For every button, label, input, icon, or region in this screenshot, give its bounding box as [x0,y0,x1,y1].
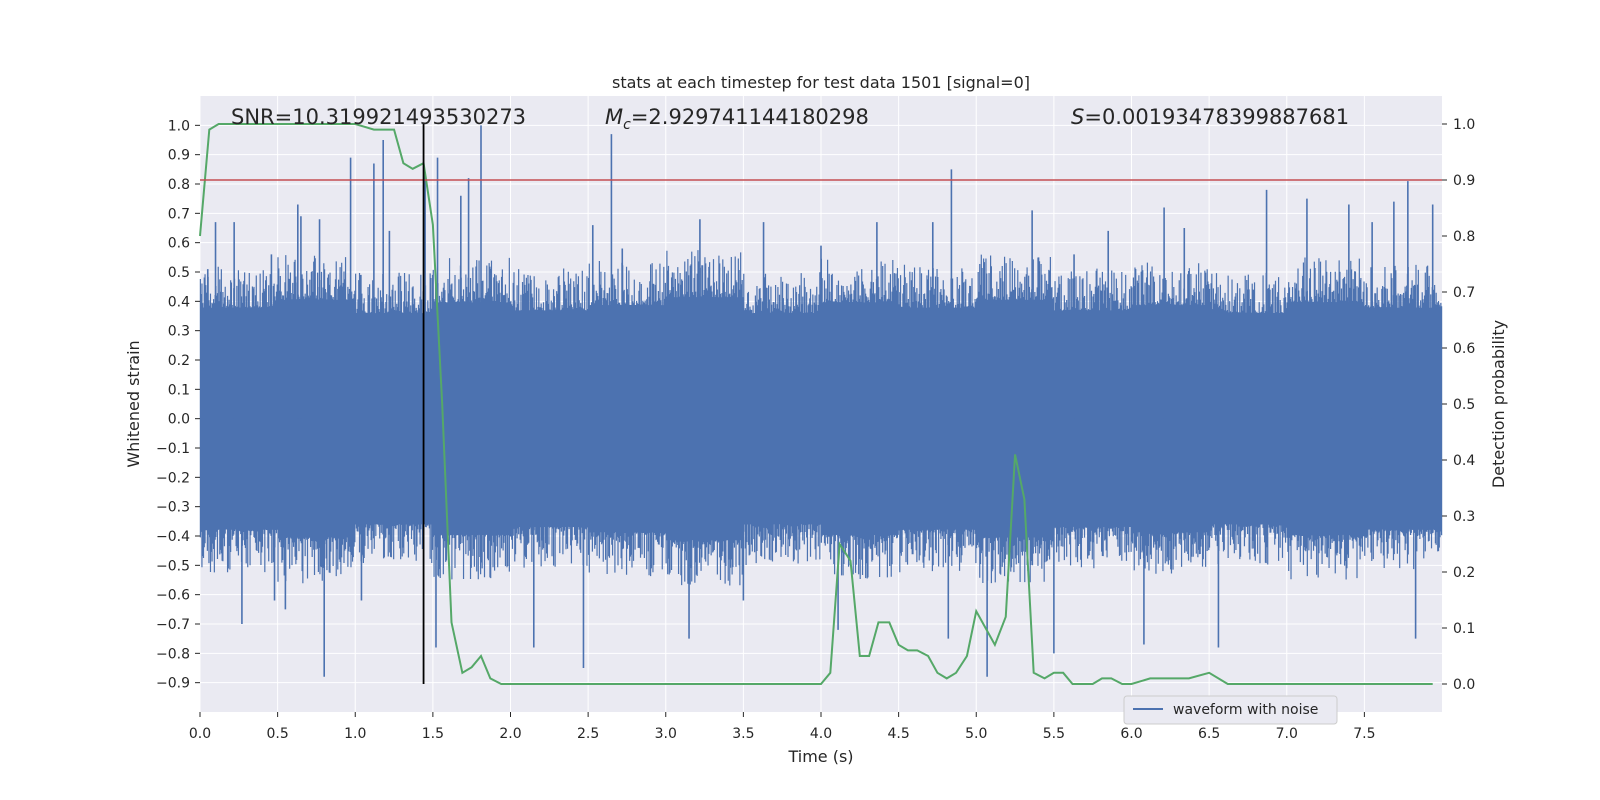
waveform-band [199,250,1443,586]
chirp-mass-value: =2.929741144180298 [631,105,869,129]
x-tick-label: 4.5 [887,726,909,742]
s-symbol: S [1071,105,1084,129]
y-left-tick-label: −0.4 [156,529,190,545]
y-left-tick-label: 0.0 [168,412,190,428]
y-right-tick-label: 0.8 [1453,229,1475,245]
chirp-mass-annotation: Mc=2.929741144180298 [605,105,869,133]
y-left-tick-label: −0.5 [156,558,190,574]
y-left-tick-label: 0.5 [168,265,190,281]
legend-box [1123,695,1338,725]
y-left-tick-label: −0.7 [156,617,190,633]
x-tick-label: 6.0 [1120,726,1142,742]
y-left-tick-label: −0.9 [156,676,190,692]
y-left-tick-label: −0.3 [156,500,190,516]
probability-line [199,123,1433,685]
x-tick-label: 7.5 [1353,726,1375,742]
y-left-tick-label: −0.8 [156,646,190,662]
chart-title: stats at each timestep for test data 150… [612,73,1030,92]
x-tick-label: 3.0 [655,726,677,742]
y-right-tick-label: 0.0 [1453,677,1475,693]
x-tick-label: 5.0 [965,726,987,742]
y-right-tick-label: 0.9 [1453,173,1475,189]
x-tick-label: 4.0 [810,726,832,742]
y-right-tick-label: 1.0 [1453,117,1475,133]
y-right-tick-label: 0.6 [1453,341,1475,357]
y-left-tick-label: 0.7 [168,206,190,222]
y-right-tick-label: 0.3 [1453,509,1475,525]
s-annotation: S=0.00193478399887681 [1071,105,1349,129]
y-left-tick-label: 0.9 [168,148,190,164]
y-right-tick-label: 0.4 [1453,453,1475,469]
x-axis-label: Time (s) [787,747,853,766]
waveform-series [199,125,1443,677]
y-left-tick-label: 0.2 [168,353,190,369]
chirp-mass-subscript: c [623,117,631,133]
x-tick-label: 0.0 [189,726,211,742]
overlays [200,124,1442,684]
y-right-tick-label: 0.1 [1453,621,1475,637]
x-tick-label: 1.0 [344,726,366,742]
y-right-tick-label: 0.5 [1453,397,1475,413]
x-tick-label: 0.5 [266,726,288,742]
x-tick-label: 1.5 [422,726,444,742]
y-left-axis-label: Whitened strain [124,340,143,467]
x-axis-ticks: 0.0 0.5 1.0 1.5 2.0 2.5 3.0 3.5 4.0 4.5 5.0 5.5 6.0 6… [189,712,1376,742]
y-left-tick-label: 0.1 [168,382,190,398]
x-tick-label: 6.5 [1198,726,1220,742]
y-left-tick-label: −0.6 [156,588,190,604]
y-right-tick-label: 0.2 [1453,565,1475,581]
snr-annotation: SNR=10.319921493530273 [231,105,526,129]
x-tick-label: 2.5 [577,726,599,742]
x-tick-label: 5.5 [1043,726,1065,742]
legend-waveform-label: waveform with noise [1173,702,1318,718]
probability-series [199,123,1433,685]
x-tick-label: 3.5 [732,726,754,742]
y-left-tick-label: −0.2 [156,470,190,486]
y-left-tick-label: 0.4 [168,294,190,310]
s-value: =0.00193478399887681 [1084,105,1349,129]
x-tick-label: 7.0 [1276,726,1298,742]
x-tick-label: 2.0 [499,726,521,742]
y-right-axis-ticks: 1.0 0.9 0.8 0.7 0.6 0.5 0.4 0.3 0.2 0.1 0.0 [1442,117,1475,693]
legend: waveform with noise [1123,695,1338,725]
y-left-tick-label: −0.1 [156,441,190,457]
y-left-tick-label: 0.8 [168,177,190,193]
y-left-tick-label: 1.0 [168,118,190,134]
y-right-axis-label: Detection probability [1489,320,1508,488]
y-left-tick-label: 0.6 [168,236,190,252]
y-left-axis-ticks: 1.0 0.9 0.8 0.7 0.6 0.5 0.4 0.3 0.2 0.1 0.0 −0.1 −0.… [156,118,200,692]
y-left-tick-label: 0.3 [168,324,190,340]
y-right-tick-label: 0.7 [1453,285,1475,301]
chirp-mass-symbol: M [605,105,623,129]
